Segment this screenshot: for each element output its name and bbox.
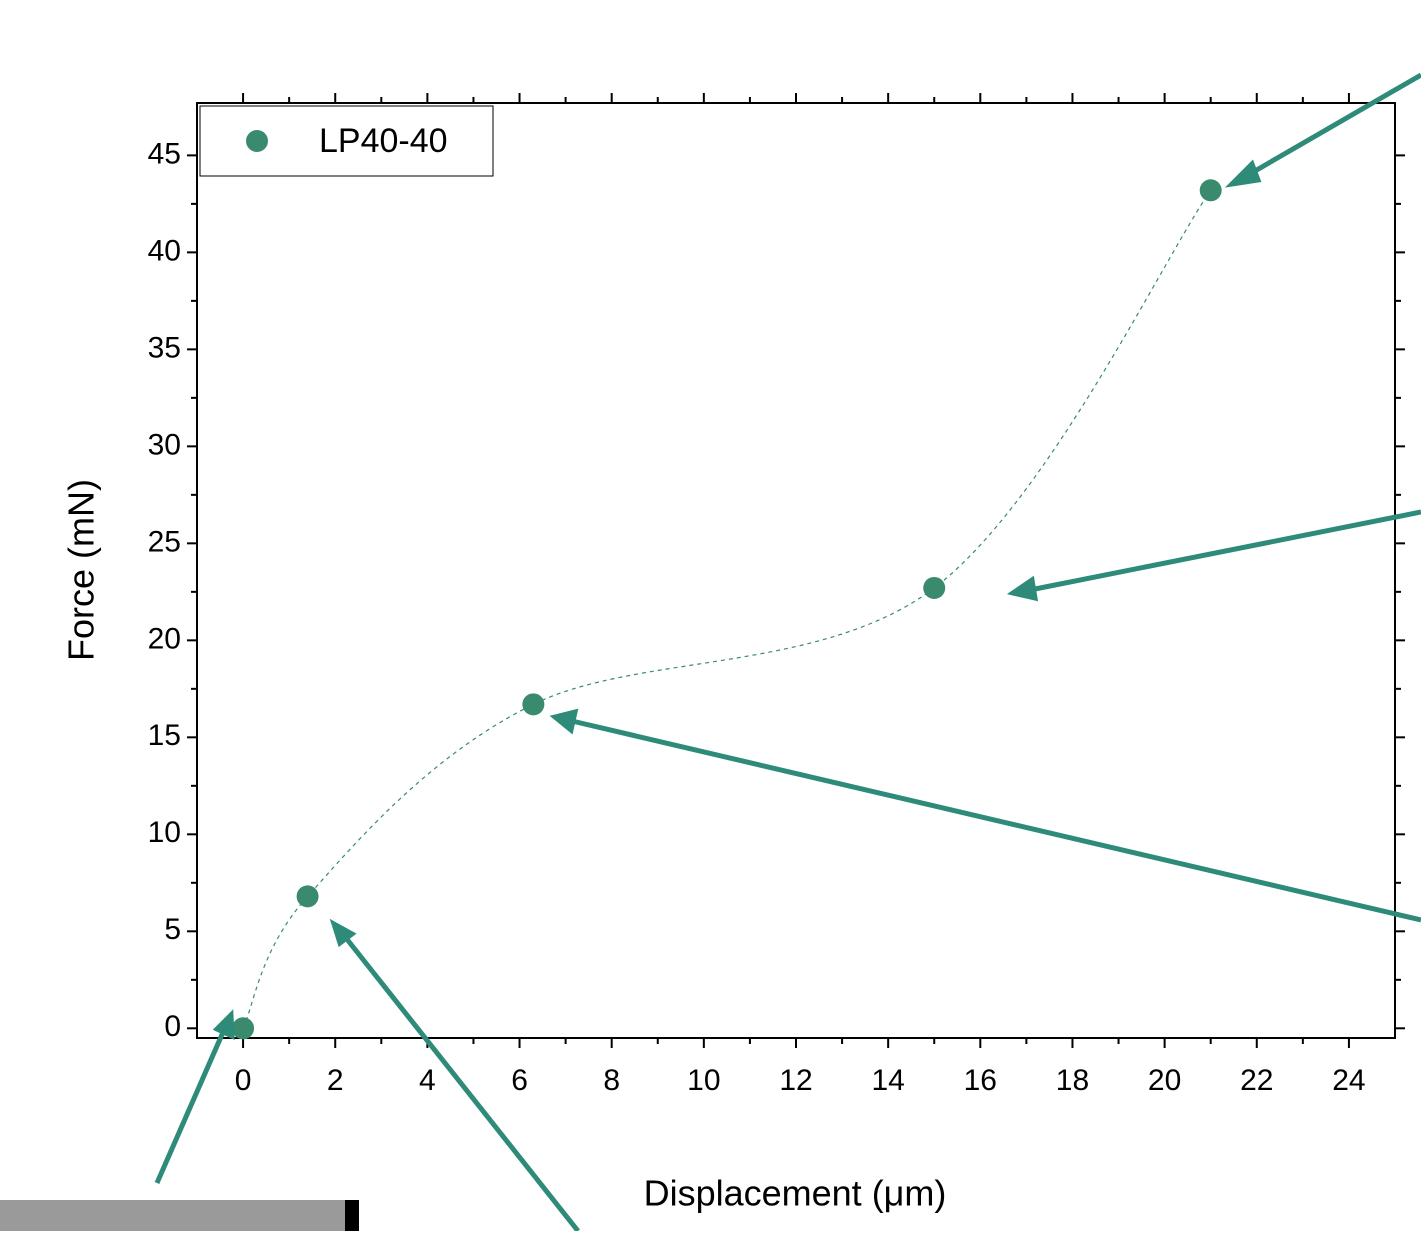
x-tick-label: 20 [1148, 1064, 1181, 1097]
x-tick-label: 6 [511, 1064, 528, 1097]
legend-label: LP40-40 [319, 122, 448, 160]
arrow [154, 1028, 227, 1185]
y-tick-label: 5 [164, 913, 181, 946]
x-tick-label: 12 [779, 1064, 812, 1097]
arrow [1029, 509, 1421, 593]
x-tick-label: 14 [871, 1064, 904, 1097]
y-tick-label: 30 [148, 428, 181, 461]
x-tick-label: 10 [687, 1064, 720, 1097]
y-tick-label: 20 [148, 622, 181, 655]
data-point [296, 885, 319, 908]
arrow-head [1224, 159, 1262, 188]
annotation-arrows [154, 72, 1421, 1233]
arrow [1246, 72, 1421, 178]
arrow-head [212, 1009, 235, 1041]
y-tick-label: 25 [148, 525, 181, 558]
y-tick-label: 45 [148, 137, 181, 170]
fit-curve [242, 189, 1212, 1029]
x-tick-label: 16 [964, 1064, 997, 1097]
arrow [571, 718, 1421, 923]
x-tick-label: 22 [1240, 1064, 1273, 1097]
y-tick-label: 0 [164, 1010, 181, 1043]
x-tick-label: 18 [1056, 1064, 1089, 1097]
y-tick-label: 35 [148, 331, 181, 364]
x-tick-label: 4 [419, 1064, 436, 1097]
arrow [344, 936, 580, 1233]
data-point [232, 1017, 255, 1040]
arrow-head [1006, 575, 1039, 602]
legend-marker [246, 130, 268, 152]
y-tick-label: 10 [148, 816, 181, 849]
y-tick-label: 15 [148, 719, 181, 752]
y-tick-label: 40 [148, 234, 181, 267]
x-tick-label: 8 [603, 1064, 620, 1097]
arrow-head [329, 918, 357, 948]
data-point [923, 576, 946, 599]
y-axis-title: Force (mN) [61, 479, 102, 661]
x-tick-label: 0 [235, 1064, 252, 1097]
x-axis-title: Displacement (μm) [644, 1173, 947, 1214]
x-tick-label: 2 [327, 1064, 344, 1097]
plot-frame [196, 102, 1396, 1039]
arrow-head [549, 708, 579, 735]
data-point [522, 693, 545, 716]
data-point [1199, 179, 1222, 202]
micrograph-inset [0, 1200, 345, 1231]
inset-border [345, 1200, 359, 1231]
x-tick-label: 24 [1332, 1064, 1365, 1097]
